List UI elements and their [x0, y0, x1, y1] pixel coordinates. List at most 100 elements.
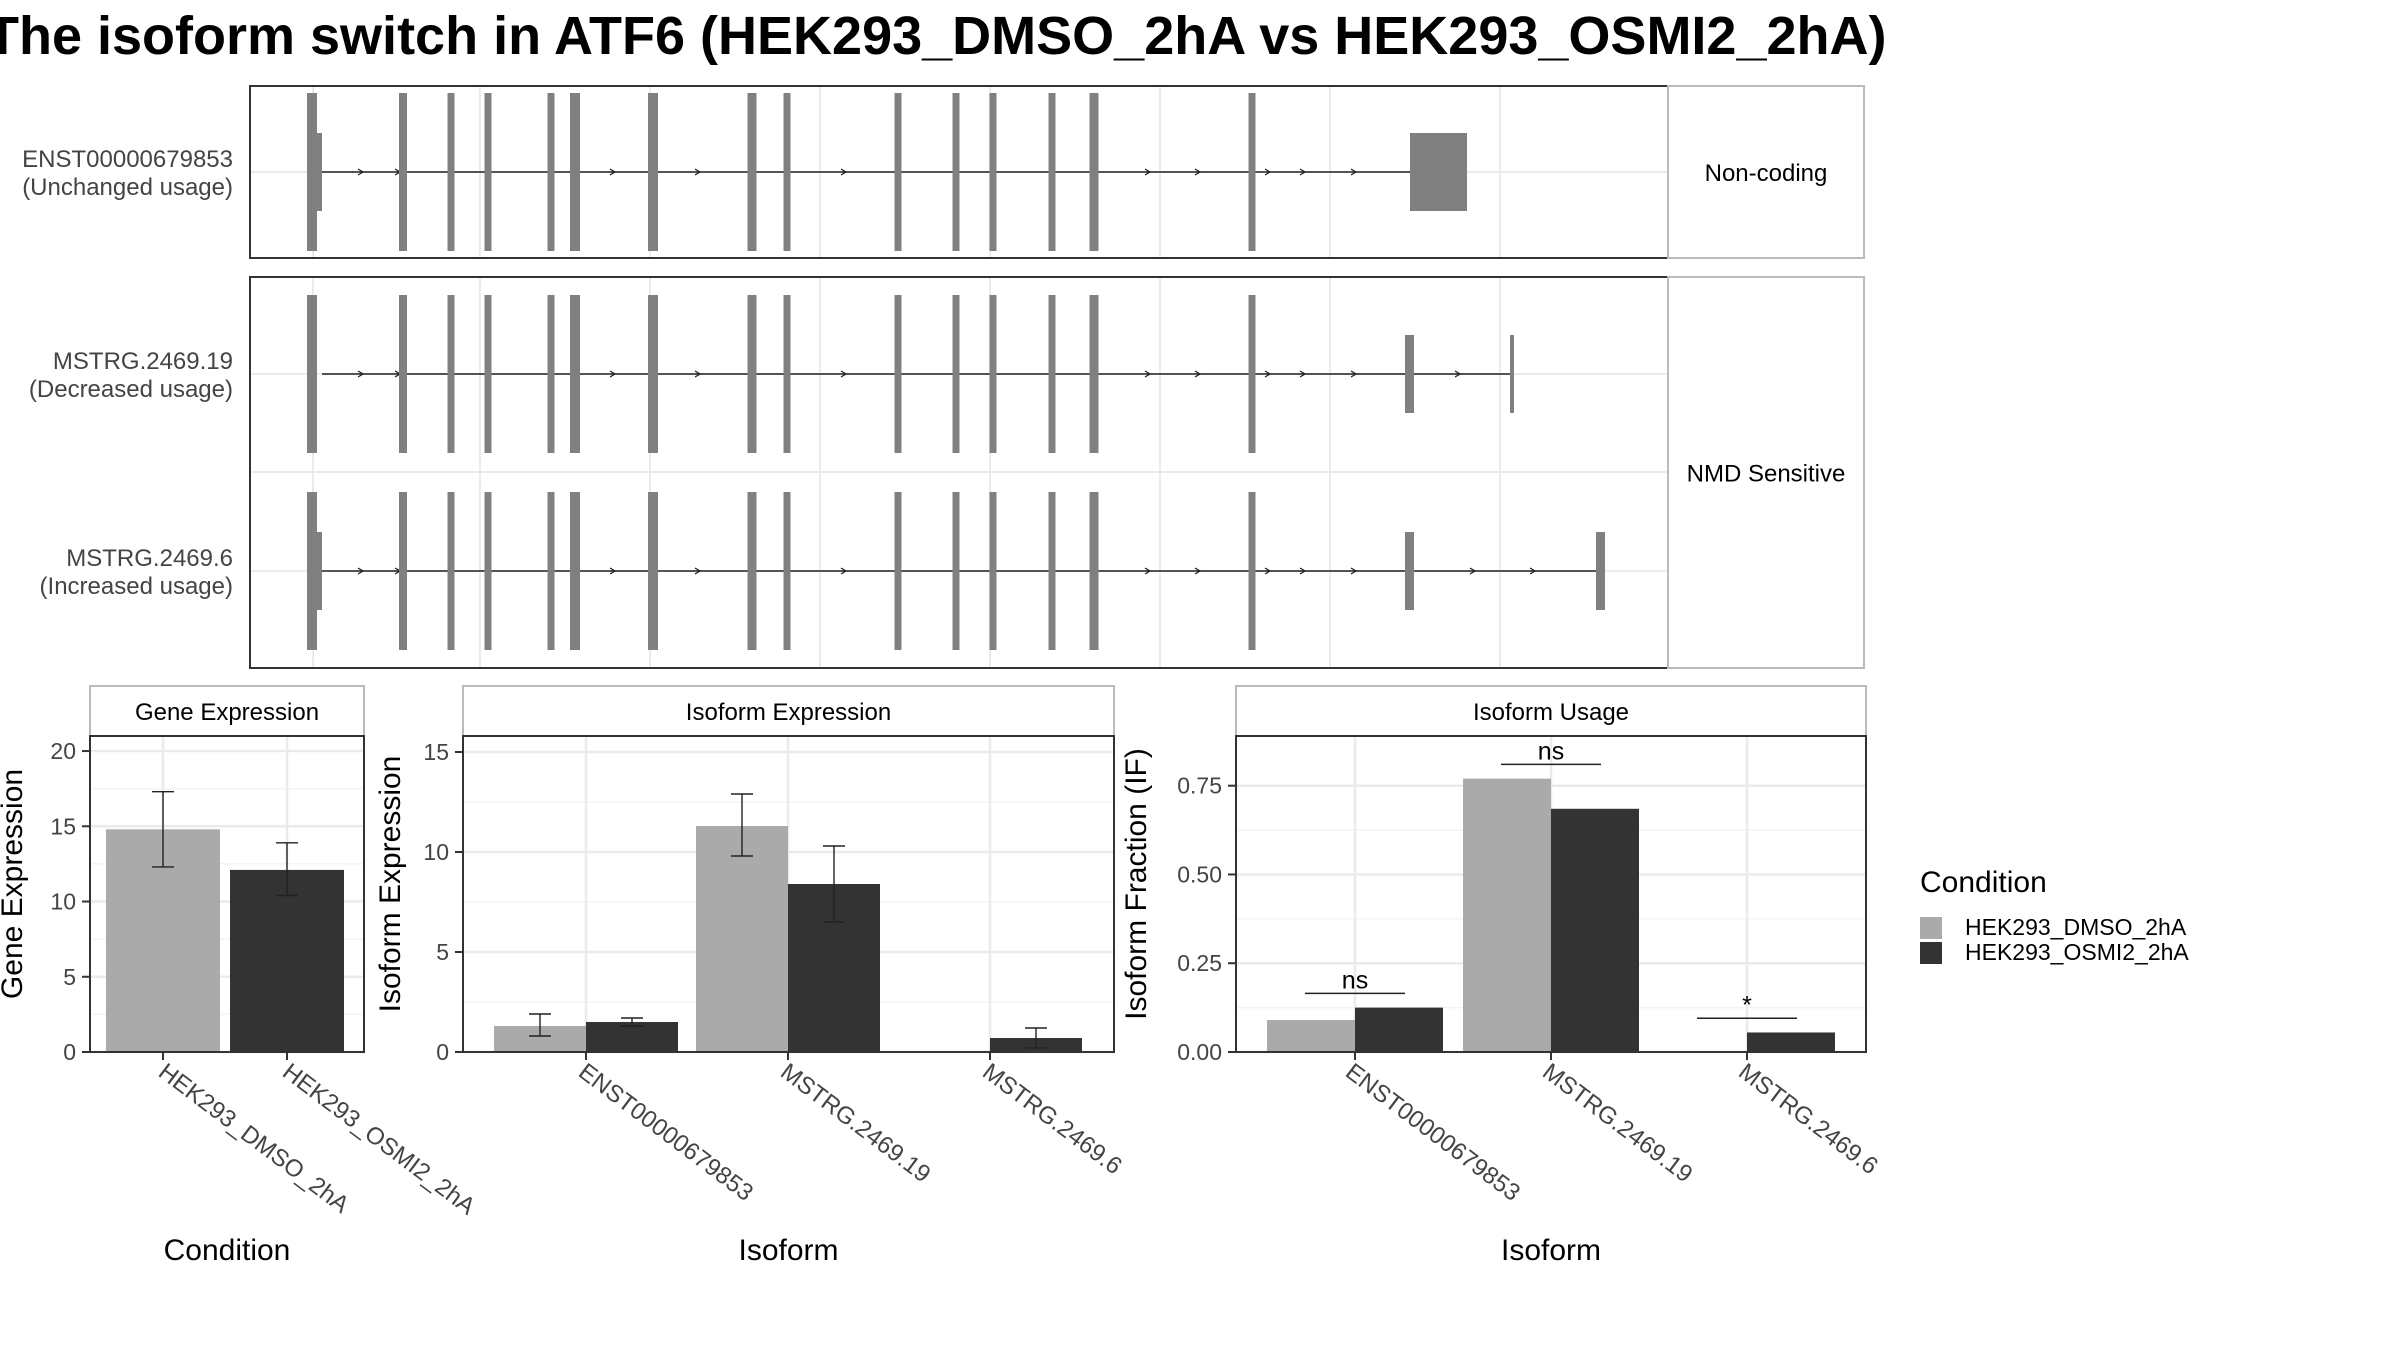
error-bar — [621, 1017, 643, 1027]
exon — [952, 93, 960, 251]
transcript-id-label: ENST00000679853 — [22, 146, 233, 173]
y-tick-label: 15 — [50, 813, 76, 839]
y-tick-label: 15 — [423, 739, 449, 765]
strand-arrow — [1529, 567, 1537, 575]
transcript-usage-label: (Unchanged usage) — [22, 174, 233, 201]
bar — [1463, 778, 1551, 1052]
utr-exon — [310, 133, 322, 211]
x-axis-title: Condition — [164, 1234, 291, 1267]
exon — [570, 295, 580, 453]
panel-strip-label: Isoform Expression — [686, 699, 891, 726]
strand-arrow — [694, 567, 702, 575]
facet-strip-label: NMD Sensitive — [1687, 461, 1846, 488]
y-tick-label: 0 — [63, 1039, 76, 1065]
exon — [399, 492, 407, 650]
exon — [570, 93, 580, 251]
y-tick-label: 0.50 — [1177, 861, 1222, 887]
strand-arrow — [1264, 567, 1272, 575]
panel-strip — [1235, 685, 1867, 737]
gene-structure-panel: Non-coding NMD Sensitive ENST00000679853(U… — [22, 85, 1865, 669]
exon — [989, 93, 997, 251]
error-bar — [823, 845, 845, 923]
legend-label-dmso: HEK293_DMSO_2hA — [1965, 914, 2187, 940]
exon — [952, 492, 960, 650]
exon — [484, 492, 492, 650]
bar-panels: Gene Expression05101520HEK293_DMSO_2hAHE… — [0, 685, 1883, 1267]
bar — [1747, 1032, 1835, 1052]
exon — [307, 295, 317, 453]
exon — [447, 93, 455, 251]
exon — [484, 93, 492, 251]
legend-title: Condition — [1920, 866, 2047, 899]
y-axis-title: Isoform Fraction (IF) — [1120, 748, 1153, 1020]
exon — [894, 492, 902, 650]
strand-arrow — [1144, 370, 1152, 378]
error-bar — [731, 793, 753, 857]
strand-arrow — [1194, 370, 1202, 378]
legend: Condition HEK293_DMSO_2hA HEK293_OSMI2_2… — [1920, 866, 2189, 965]
y-tick-label: 0.75 — [1177, 773, 1222, 799]
significance-label: ns — [1342, 966, 1368, 994]
bar — [230, 869, 344, 1053]
x-axis-title: Isoform — [1501, 1234, 1601, 1267]
strand-arrow — [1299, 370, 1307, 378]
significance-label: ns — [1538, 737, 1564, 765]
exon — [747, 295, 757, 453]
exon — [783, 492, 791, 650]
strand-arrow — [840, 168, 848, 176]
strand-arrow — [1194, 168, 1202, 176]
strand-arrow — [1454, 370, 1462, 378]
exon — [648, 492, 658, 650]
exon — [1248, 93, 1256, 251]
x-tick-label: MSTRG.2469.6 — [977, 1058, 1126, 1180]
x-tick-label: MSTRG.2469.19 — [1537, 1058, 1697, 1188]
exon — [484, 295, 492, 453]
y-tick-label: 0.00 — [1177, 1039, 1222, 1065]
x-tick-label: MSTRG.2469.6 — [1733, 1058, 1882, 1180]
exon — [747, 492, 757, 650]
exon — [1089, 93, 1099, 251]
y-axis-title: Gene Expression — [0, 769, 29, 999]
exon — [307, 492, 317, 650]
strand-arrow — [1469, 567, 1477, 575]
exon — [1048, 93, 1056, 251]
x-tick-label: MSTRG.2469.19 — [775, 1058, 935, 1188]
facet-strip — [1667, 276, 1865, 669]
utr-exon — [314, 532, 322, 610]
utr-exon — [1405, 335, 1414, 413]
exon — [783, 295, 791, 453]
error-bar — [1025, 1027, 1047, 1049]
y-tick-label: 10 — [423, 839, 449, 865]
y-tick-label: 20 — [50, 738, 76, 764]
strand-arrow — [1299, 567, 1307, 575]
strand-arrow — [1144, 567, 1152, 575]
exon — [1089, 492, 1099, 650]
panel-strip — [89, 685, 365, 737]
strand-arrow — [1144, 168, 1152, 176]
exon — [648, 93, 658, 251]
panel-strip-label: Gene Expression — [135, 699, 319, 726]
exon — [952, 295, 960, 453]
x-axis-title: Isoform — [738, 1234, 838, 1267]
x-tick-label: ENST00000679853 — [1340, 1058, 1525, 1206]
transcript-id-label: MSTRG.2469.6 — [66, 545, 233, 572]
exon — [1048, 492, 1056, 650]
exon — [783, 93, 791, 251]
bar — [586, 1022, 678, 1052]
facet-strip-label: Non-coding — [1705, 160, 1828, 187]
transcript-usage-label: (Decreased usage) — [29, 376, 233, 403]
exon — [1048, 295, 1056, 453]
exon — [399, 295, 407, 453]
y-tick-label: 10 — [50, 889, 76, 915]
exon — [547, 492, 555, 650]
transcript-id-label: MSTRG.2469.19 — [53, 348, 233, 375]
bar — [696, 826, 788, 1052]
y-axis-title: Isoform Expression — [374, 756, 407, 1013]
strand-arrow — [1299, 168, 1307, 176]
x-tick-label: ENST00000679853 — [573, 1058, 758, 1206]
strand-arrow — [1350, 370, 1358, 378]
bar-panel-3: Isoform Usage ns ns * 0.00 0.25 0.50 0.75 ENST00… — [1120, 685, 1883, 1267]
strand-arrow — [1350, 168, 1358, 176]
